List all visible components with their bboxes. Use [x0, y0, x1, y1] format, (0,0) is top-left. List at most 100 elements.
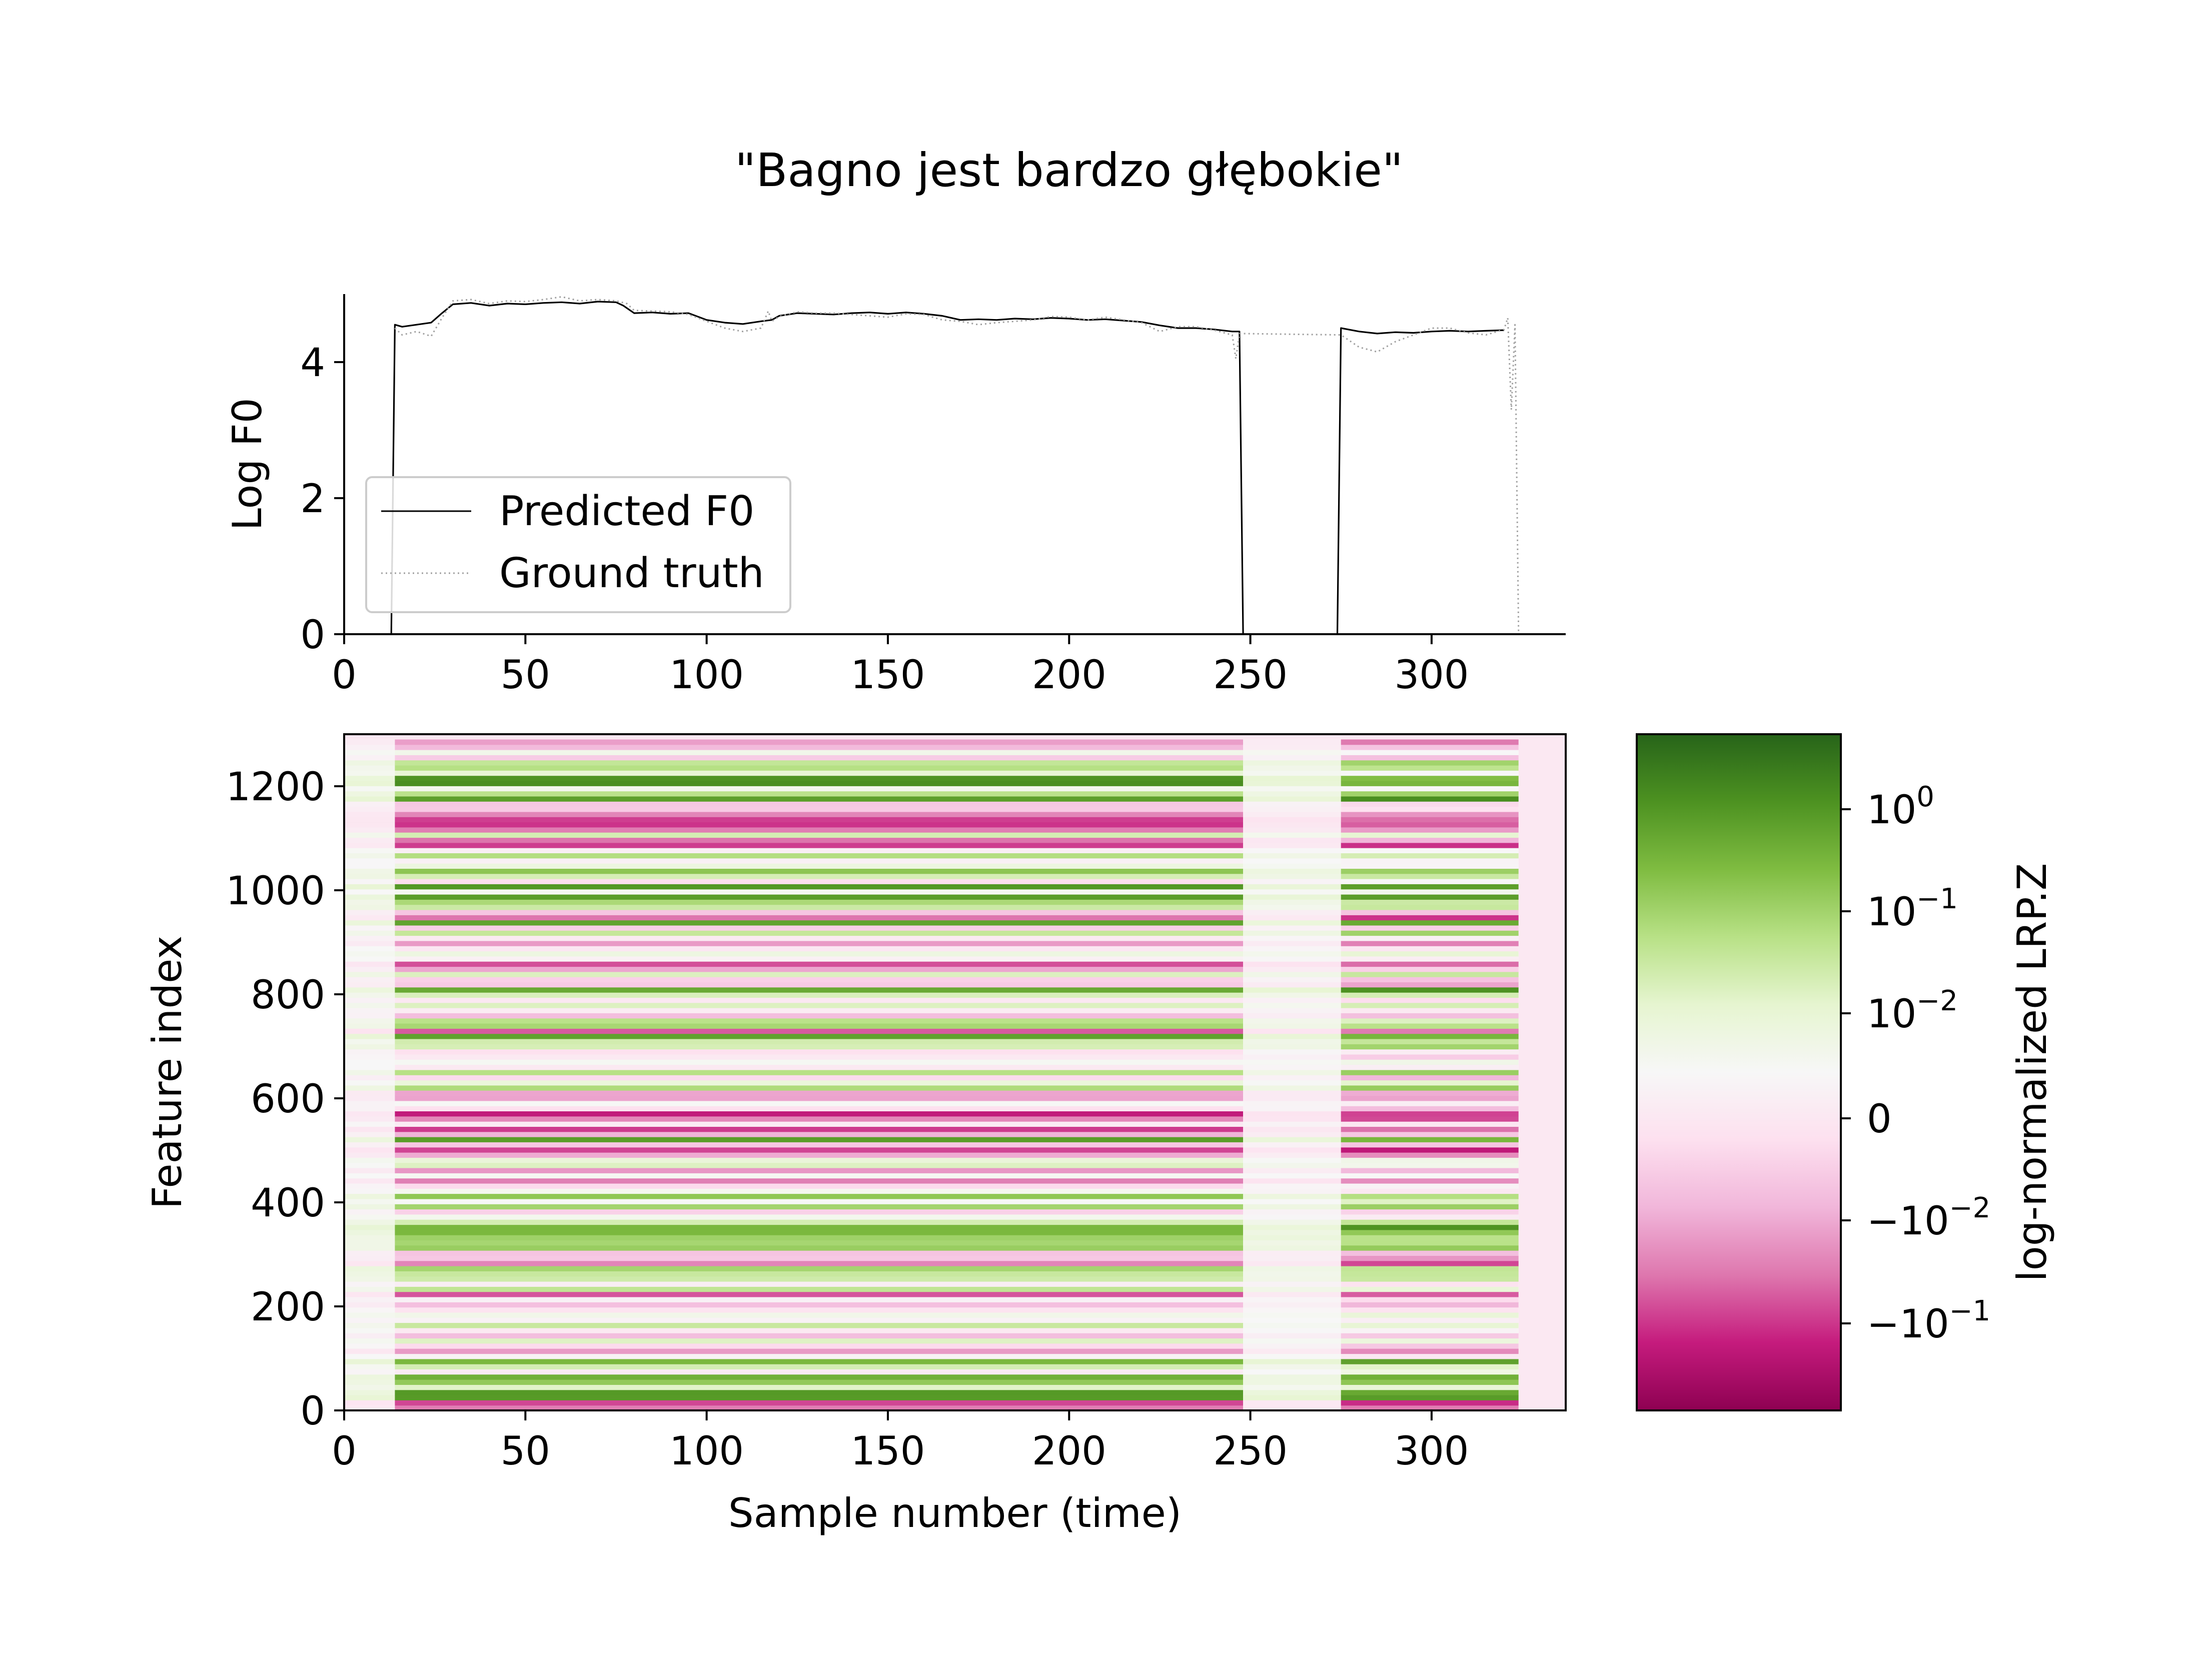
heatmap-cell — [395, 1405, 1243, 1411]
heatmap-cell — [1243, 863, 1341, 869]
heatmap-cell — [1243, 977, 1341, 982]
top-x-ticks: 0 50 100 150 200 250 300 — [332, 634, 1469, 698]
heatmap-cell — [1341, 1002, 1519, 1008]
heatmap-cell — [395, 879, 1243, 884]
heatmap-cell — [1341, 1152, 1519, 1158]
heatmap-cell — [344, 1064, 395, 1070]
heatmap-cell — [1341, 1183, 1519, 1189]
heatmap-cell — [1341, 940, 1519, 946]
top-x-tick-label: 250 — [1213, 653, 1288, 698]
heatmap-cell — [344, 832, 395, 838]
heatmap-cell — [344, 997, 395, 1003]
heatmap-cell — [1341, 1095, 1519, 1101]
heatmap-cell — [1243, 961, 1341, 967]
heatmap-cell — [395, 1353, 1243, 1359]
heatmap-cell — [1243, 1327, 1341, 1333]
heatmap-cell — [1341, 910, 1519, 915]
heatmap-cell — [1243, 1193, 1341, 1199]
heatmap-cell — [395, 827, 1243, 833]
heatmap-cell — [1341, 1384, 1519, 1390]
heatmap-cell — [395, 796, 1243, 802]
heatmap-cell — [395, 1157, 1243, 1163]
heatmap-cell — [344, 956, 395, 962]
heatmap-cell — [1341, 1250, 1519, 1256]
heatmap-cell — [1341, 1224, 1519, 1230]
heatmap-cell — [344, 750, 395, 755]
heatmap-cell — [1243, 1384, 1341, 1390]
heatmap-cell — [344, 910, 395, 915]
heatmap-cell — [344, 1111, 395, 1117]
heatmap-cell — [344, 1307, 395, 1313]
heatmap-cell — [344, 1131, 395, 1137]
heatmap-cell — [1341, 796, 1519, 802]
heatmap-cell — [1243, 1095, 1341, 1101]
heatmap-cell — [1341, 1111, 1519, 1117]
heatmap-cell — [1243, 925, 1341, 931]
heatmap-cell — [344, 894, 395, 900]
colorbar-ticks: 100 10−1 10−2 0 −10−2 −10−1 — [1841, 781, 1990, 1347]
heatmap-cell — [344, 791, 395, 797]
heatmap-cell — [1243, 1369, 1341, 1375]
heatmap-cell — [395, 1266, 1243, 1271]
heatmap-cell — [344, 920, 395, 926]
legend-label-ground-truth: Ground truth — [499, 550, 764, 597]
heatmap-cell — [1243, 837, 1341, 843]
heatmap-cell — [344, 1389, 395, 1395]
heatmap-cell — [395, 1168, 1243, 1173]
heatmap-cell — [1243, 1224, 1341, 1230]
heatmap-cell — [1243, 915, 1341, 921]
colorbar-tick-label: −10−2 — [1867, 1192, 1990, 1244]
heatmap-cell — [1341, 1271, 1519, 1277]
heatmap-cell — [344, 1317, 395, 1323]
bottom-x-tick-label: 50 — [501, 1429, 550, 1474]
heatmap-cell — [344, 1121, 395, 1127]
bottom-y-tick-label: 0 — [300, 1389, 325, 1434]
heatmap-cell — [1243, 1168, 1341, 1173]
heatmap-cell — [344, 1018, 395, 1024]
heatmap-cell — [1243, 786, 1341, 792]
heatmap-cell — [344, 755, 395, 761]
heatmap-cell — [1341, 811, 1519, 817]
heatmap-cell — [1341, 1395, 1519, 1400]
heatmap-cell — [395, 873, 1243, 879]
heatmap-cell — [344, 951, 395, 957]
heatmap-cell — [344, 1271, 395, 1277]
top-x-tick-label: 50 — [501, 653, 550, 698]
heatmap-cell — [395, 1286, 1243, 1292]
heatmap-cell — [395, 951, 1243, 957]
heatmap-cell — [1243, 750, 1341, 755]
heatmap-cell — [344, 811, 395, 817]
heatmap-cell — [1341, 781, 1519, 786]
bottom-x-tick-label: 250 — [1213, 1429, 1288, 1474]
heatmap-cell — [1243, 1157, 1341, 1163]
heatmap-cell — [1243, 1297, 1341, 1302]
heatmap-cell — [344, 848, 395, 853]
heatmap-cell — [395, 765, 1243, 771]
heatmap-cell — [1341, 1142, 1519, 1148]
heatmap-cell — [1243, 1250, 1341, 1256]
heatmap-cell — [344, 873, 395, 879]
heatmap-cell — [344, 1338, 395, 1344]
heatmap-cell — [1243, 884, 1341, 890]
heatmap-cell — [1243, 1229, 1341, 1235]
f0-series-group — [344, 296, 1520, 634]
heatmap-cell — [395, 1090, 1243, 1096]
heatmap-cell — [1341, 755, 1519, 761]
heatmap-cell — [1341, 1317, 1519, 1323]
heatmap-cell — [1243, 822, 1341, 828]
heatmap-cell — [1341, 863, 1519, 869]
heatmap-cell — [1243, 951, 1341, 957]
heatmap-cell — [344, 1302, 395, 1308]
heatmap-cell — [1243, 853, 1341, 859]
heatmap-cell — [395, 832, 1243, 838]
heatmap-cell — [1243, 1312, 1341, 1318]
heatmap-cell — [395, 775, 1243, 781]
heatmap-cell — [344, 739, 395, 745]
heatmap-cell — [395, 910, 1243, 915]
heatmap-cell — [1341, 899, 1519, 905]
lrp-heatmap: 0 50 100 150 200 250 300 0 200 400 600 800 1000 1200… — [144, 733, 1567, 1536]
heatmap-cell — [1243, 1235, 1341, 1240]
heatmap-cell — [1243, 1317, 1341, 1323]
heatmap-cell — [344, 940, 395, 946]
bottom-x-tick-label: 200 — [1032, 1429, 1107, 1474]
